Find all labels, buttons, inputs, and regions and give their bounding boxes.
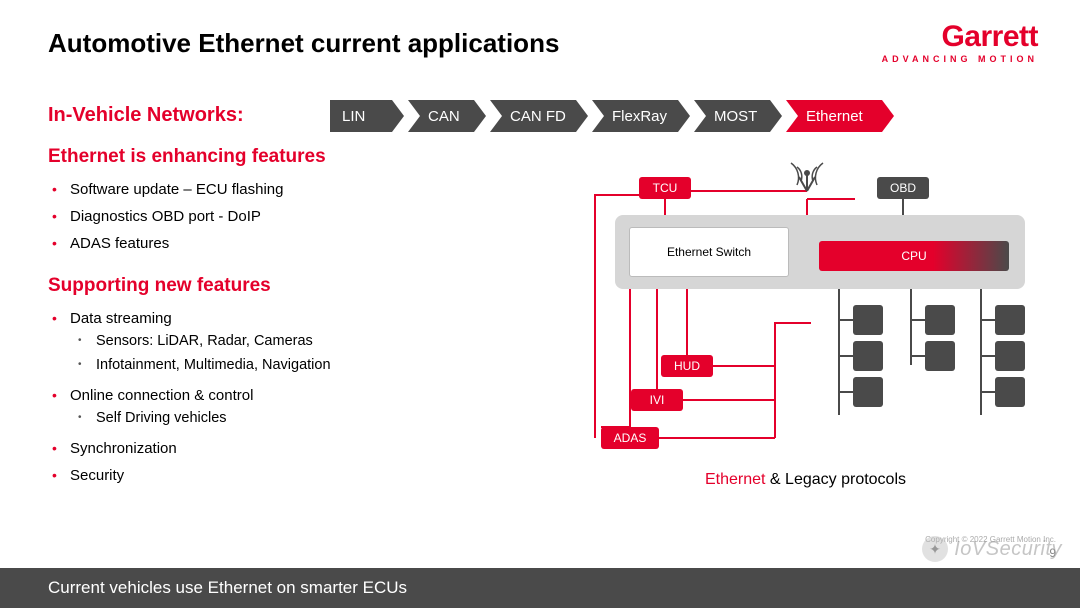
diagram-caption: Ethernet & Legacy protocols [705,471,906,489]
node-b1a [853,305,883,335]
list-subitem: Infotainment, Multimedia, Navigation [96,353,528,377]
list-subitem: Self Driving vehicles [96,406,528,430]
node-cpu: CPU [819,241,1009,271]
section-enhance: Ethernet is enhancing features Software … [48,146,528,257]
list-subitem: Sensors: LiDAR, Radar, Cameras [96,329,528,353]
node-b3a [995,305,1025,335]
section-support: Supporting new features Data streamingSe… [48,275,528,489]
network-chevron-row: LINCANCAN FDFlexRayMOSTEthernet [330,100,894,132]
node-b1c [853,377,883,407]
list-item: Synchronization [70,435,528,462]
list-item: Diagnostics OBD port - DoIP [70,203,528,230]
node-ivi: IVI [631,389,683,411]
list-item: Data streamingSensors: LiDAR, Radar, Cam… [70,305,528,382]
architecture-diagram: Central GatewayEthernet SwitchCPUTCUOBDH… [555,155,1035,485]
node-adas: ADAS [601,427,659,449]
wechat-icon: ✦ [922,536,948,562]
list-item: Online connection & controlSelf Driving … [70,382,528,435]
brand-logo: Garrett ADVANCING MOTION [882,22,1038,64]
chevron-can: CAN [408,100,486,132]
slide-title: Automotive Ethernet current applications [48,28,559,59]
section-enhance-heading: Ethernet is enhancing features [48,146,528,168]
section-support-heading: Supporting new features [48,275,528,297]
watermark-text: IoVSecurity [954,538,1062,561]
enhance-list: Software update – ECU flashingDiagnostic… [48,176,528,257]
node-b1b [853,341,883,371]
left-content-column: Ethernet is enhancing features Software … [48,146,528,489]
chevron-can-fd: CAN FD [490,100,588,132]
chevron-flexray: FlexRay [592,100,690,132]
footer-text: Current vehicles use Ethernet on smarter… [0,578,407,598]
node-hud: HUD [661,355,713,377]
node-b2a [925,305,955,335]
watermark: ✦ IoVSecurity [922,536,1062,562]
list-item: Security [70,462,528,489]
list-item: ADAS features [70,230,528,257]
support-list: Data streamingSensors: LiDAR, Radar, Cam… [48,305,528,489]
ivn-label: In-Vehicle Networks: [48,104,244,127]
node-b3b [995,341,1025,371]
logo-sub-text: ADVANCING MOTION [882,54,1038,64]
node-b2b [925,341,955,371]
chevron-lin: LIN [330,100,404,132]
logo-main-text: Garrett [882,22,1038,52]
node-tcu: TCU [639,177,691,199]
node-b3c [995,377,1025,407]
list-item: Software update – ECU flashing [70,176,528,203]
chevron-most: MOST [694,100,782,132]
footer-bar: Current vehicles use Ethernet on smarter… [0,568,1080,608]
chevron-ethernet: Ethernet [786,100,894,132]
node-obd: OBD [877,177,929,199]
node-eth_switch: Ethernet Switch [629,227,789,277]
